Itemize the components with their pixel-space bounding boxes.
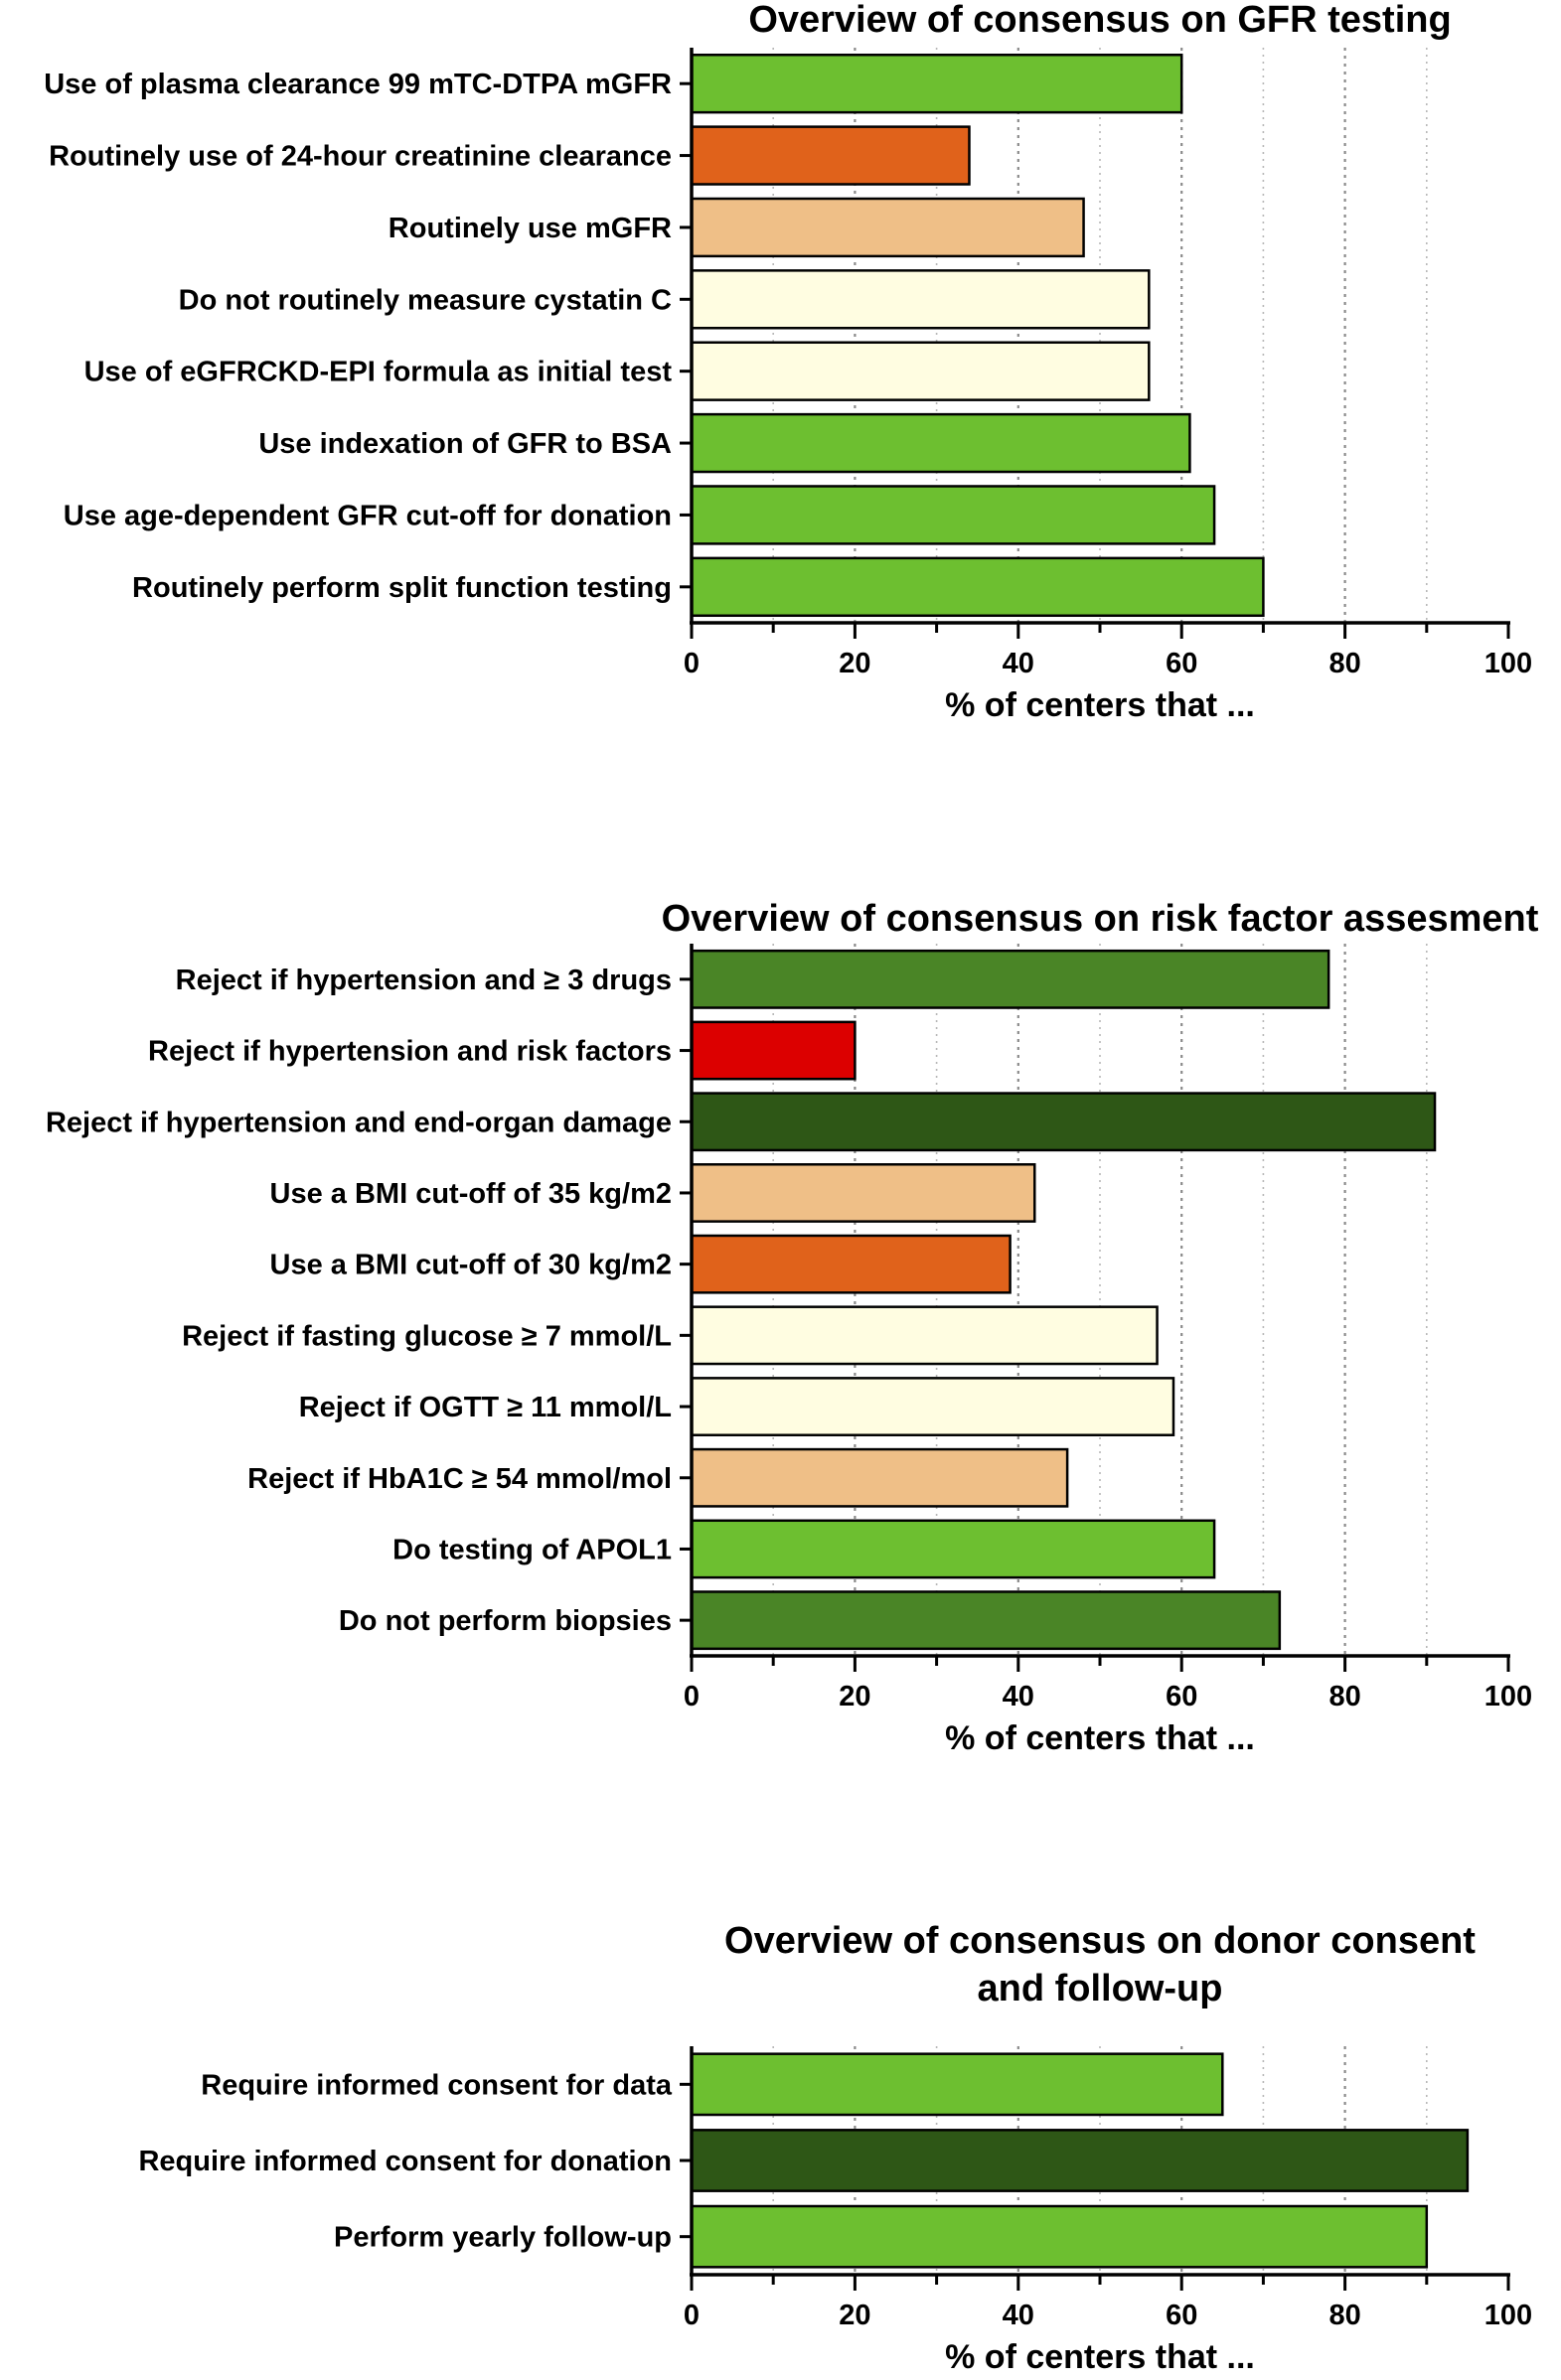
category-label: Require informed consent for donation <box>138 2146 672 2177</box>
x-tick-label: 40 <box>1003 648 1034 679</box>
category-label: Routinely use of 24-hour creatinine clea… <box>49 141 672 173</box>
x-tick-label: 0 <box>684 2300 700 2331</box>
category-label: Use age-dependent GFR cut-off for donati… <box>64 500 672 531</box>
category-label: Use a BMI cut-off of 35 kg/m2 <box>270 1178 672 1210</box>
chart-title: Overview of consensus on risk factor ass… <box>662 898 1539 940</box>
category-label: Use indexation of GFR to BSA <box>258 428 672 460</box>
x-tick-label: 60 <box>1166 1681 1197 1712</box>
category-label: Reject if hypertension and end-organ dam… <box>46 1107 672 1138</box>
x-tick-label: 80 <box>1328 2300 1360 2331</box>
bar <box>690 2052 1224 2117</box>
bar <box>690 269 1151 330</box>
category-label: Use of plasma clearance 99 mTC-DTPA mGFR <box>44 69 672 100</box>
chart-1: Overview of consensus on GFR testing Use … <box>44 0 1532 724</box>
x-tick-label: 20 <box>839 648 870 679</box>
category-label: Reject if hypertension and risk factors <box>148 1036 672 1068</box>
x-tick-label: 40 <box>1003 2300 1034 2331</box>
bar <box>690 1092 1437 1152</box>
bar <box>690 2204 1429 2269</box>
category-label: Routinely perform split function testing <box>132 572 672 604</box>
category-label: Do not perform biopsies <box>339 1605 672 1637</box>
x-tick-label: 60 <box>1166 648 1197 679</box>
x-axis-label: % of centers that ... <box>945 1719 1255 1757</box>
x-tick-label: 20 <box>839 2300 870 2331</box>
x-tick-label: 80 <box>1328 648 1360 679</box>
chart-3: Overview of consensus on donor consent an… <box>138 1920 1532 2376</box>
category-label: Do testing of APOL1 <box>392 1534 672 1565</box>
bar <box>690 2129 1470 2192</box>
category-label: Reject if fasting glucose ≥ 7 mmol/L <box>182 1320 672 1352</box>
x-tick-label: 0 <box>684 1681 700 1712</box>
category-label: Routinely use mGFR <box>389 213 672 244</box>
x-tick-label: 40 <box>1003 1681 1034 1712</box>
bar <box>690 197 1085 258</box>
bar <box>690 1234 1012 1294</box>
category-label: Reject if hypertension and ≥ 3 drugs <box>176 965 672 996</box>
chart-title: Overview of consensus on donor consent <box>724 1920 1476 1962</box>
bar <box>690 1020 857 1081</box>
category-label: Require informed consent for data <box>201 2069 673 2101</box>
bar <box>690 1447 1069 1508</box>
x-axis-label: % of centers that ... <box>945 686 1255 724</box>
bar <box>690 412 1191 474</box>
x-tick-label: 60 <box>1166 2300 1197 2331</box>
bar <box>690 949 1330 1009</box>
bar <box>690 556 1265 618</box>
x-axis-label: % of centers that ... <box>945 2338 1255 2376</box>
x-tick-label: 100 <box>1484 2300 1532 2331</box>
x-tick-label: 100 <box>1484 648 1532 679</box>
bar <box>690 485 1216 545</box>
category-label: Use a BMI cut-off of 30 kg/m2 <box>270 1250 672 1281</box>
category-label: Reject if OGTT ≥ 11 mmol/L <box>299 1392 672 1423</box>
chart-title: and follow-up <box>978 1968 1223 2009</box>
bar <box>690 1519 1216 1579</box>
bar <box>690 341 1151 401</box>
category-label: Do not routinely measure cystatin C <box>179 284 672 316</box>
chart-title: Overview of consensus on GFR testing <box>748 0 1451 41</box>
x-tick-label: 100 <box>1484 1681 1532 1712</box>
x-tick-label: 80 <box>1328 1681 1360 1712</box>
bar <box>690 1305 1159 1366</box>
bar <box>690 53 1183 114</box>
category-label: Reject if HbA1C ≥ 54 mmol/mol <box>247 1463 672 1495</box>
bar <box>690 1163 1036 1223</box>
category-label: Use of eGFRCKD-EPI formula as initial te… <box>84 357 673 388</box>
bar <box>690 1377 1175 1436</box>
bar <box>690 1590 1282 1651</box>
x-tick-label: 20 <box>839 1681 870 1712</box>
bar <box>690 125 971 186</box>
x-tick-label: 0 <box>684 648 700 679</box>
chart-2: Overview of consensus on risk factor ass… <box>46 898 1539 1757</box>
category-label: Perform yearly follow-up <box>334 2222 672 2254</box>
